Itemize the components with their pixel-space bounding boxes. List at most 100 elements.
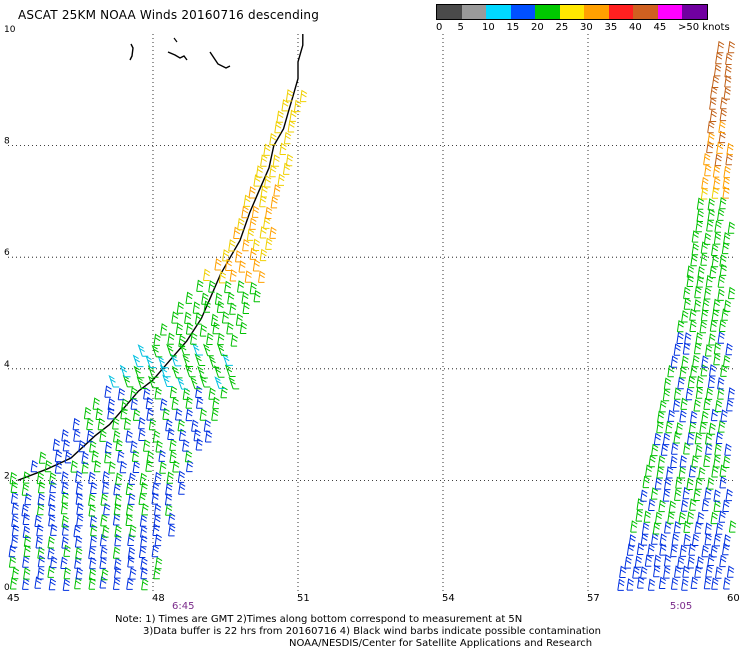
- wind-barb: [177, 470, 186, 483]
- wind-barb: [154, 471, 162, 485]
- wind-barb: [719, 196, 727, 210]
- wind-barb: [693, 399, 701, 412]
- wind-barb: [22, 471, 31, 484]
- wind-barb: [269, 132, 277, 146]
- wind-barb: [283, 131, 292, 145]
- wind-barb: [128, 492, 136, 505]
- wind-barb: [676, 331, 684, 344]
- wind-barb: [664, 521, 672, 534]
- wind-barb: [237, 280, 245, 293]
- wind-barb: [705, 565, 713, 578]
- wind-barb: [701, 498, 710, 512]
- wind-barb: [695, 444, 703, 457]
- wind-barb: [78, 439, 86, 453]
- wind-barb: [701, 544, 709, 558]
- wind-barb: [701, 410, 709, 424]
- wind-barb: [634, 555, 643, 568]
- wind-barb: [667, 511, 675, 524]
- wind-barb: [726, 399, 734, 412]
- wind-barb: [713, 352, 721, 366]
- wind-barb: [264, 206, 273, 219]
- legend-swatch: [633, 5, 658, 19]
- wind-barb: [89, 440, 97, 453]
- wind-barb: [130, 440, 138, 453]
- wind-barb: [709, 265, 717, 279]
- wind-barb: [103, 502, 111, 516]
- wind-barb: [165, 482, 173, 496]
- wind-barb: [125, 503, 134, 516]
- wind-barb: [689, 319, 697, 332]
- wind-barb: [725, 52, 733, 65]
- wind-barb: [61, 536, 69, 549]
- wind-barb: [54, 449, 63, 463]
- wind-barb: [169, 438, 177, 451]
- wind-barb: [138, 416, 146, 430]
- wind-barb: [663, 554, 672, 567]
- wind-barb: [199, 408, 207, 421]
- wind-barb: [695, 386, 704, 399]
- wind-barb: [707, 477, 715, 490]
- wind-barb: [153, 333, 161, 346]
- island-outline: [129, 43, 134, 61]
- wind-barb: [171, 365, 183, 379]
- wind-barb: [712, 165, 721, 178]
- wind-barb: [185, 396, 193, 409]
- legend-swatch: [682, 5, 707, 19]
- legend-label: 10: [482, 22, 495, 33]
- wind-barb: [673, 387, 682, 400]
- wind-barb: [713, 342, 722, 355]
- wind-barb: [37, 567, 45, 580]
- wind-barb: [700, 308, 709, 322]
- wind-barb: [128, 472, 136, 485]
- wind-barb: [707, 120, 715, 134]
- wind-barb: [690, 365, 698, 378]
- wind-barb: [50, 523, 58, 536]
- wind-barb: [249, 217, 257, 230]
- wind-barb: [179, 342, 190, 356]
- wind-barb: [192, 301, 201, 314]
- wind-barb: [695, 219, 703, 233]
- wind-barb: [125, 482, 134, 495]
- wind-barb: [689, 498, 697, 511]
- wind-barb: [99, 533, 108, 547]
- wind-barb: [141, 577, 149, 591]
- wind-barb: [48, 493, 56, 507]
- wind-barb: [696, 375, 704, 388]
- wind-barb: [690, 253, 698, 267]
- wind-barb: [175, 322, 184, 335]
- wind-barb: [121, 398, 129, 411]
- wind-barb: [235, 313, 244, 326]
- wind-barb: [155, 440, 163, 453]
- wind-barb: [717, 208, 725, 221]
- wind-barb: [159, 461, 167, 474]
- wind-barb: [710, 511, 718, 525]
- wind-barb: [9, 577, 18, 590]
- wind-barb: [259, 248, 268, 262]
- wind-barb: [624, 556, 632, 569]
- wind-barb: [62, 439, 71, 452]
- wind-barb: [88, 577, 96, 590]
- wind-barb: [114, 493, 122, 506]
- wind-barb: [131, 449, 140, 462]
- wind-barb: [214, 292, 223, 305]
- wind-barb: [75, 470, 83, 483]
- wind-barb: [104, 440, 113, 454]
- wind-barb: [648, 498, 656, 511]
- wind-barb: [687, 556, 695, 569]
- wind-barb: [723, 87, 731, 100]
- wind-barb: [726, 142, 734, 156]
- wind-barb: [683, 286, 691, 300]
- wind-barb: [718, 319, 727, 332]
- wind-barb: [714, 220, 722, 233]
- wind-barb: [117, 450, 125, 463]
- wind-barb: [704, 522, 713, 535]
- wind-barb: [8, 555, 17, 568]
- wind-barb: [299, 89, 308, 103]
- wind-barb: [117, 387, 126, 401]
- wind-barb: [186, 459, 194, 473]
- wind-barb: [86, 429, 94, 443]
- wind-barb: [151, 544, 159, 558]
- wind-barb: [108, 374, 120, 388]
- wind-barb: [654, 511, 663, 524]
- wind-barb: [165, 503, 173, 516]
